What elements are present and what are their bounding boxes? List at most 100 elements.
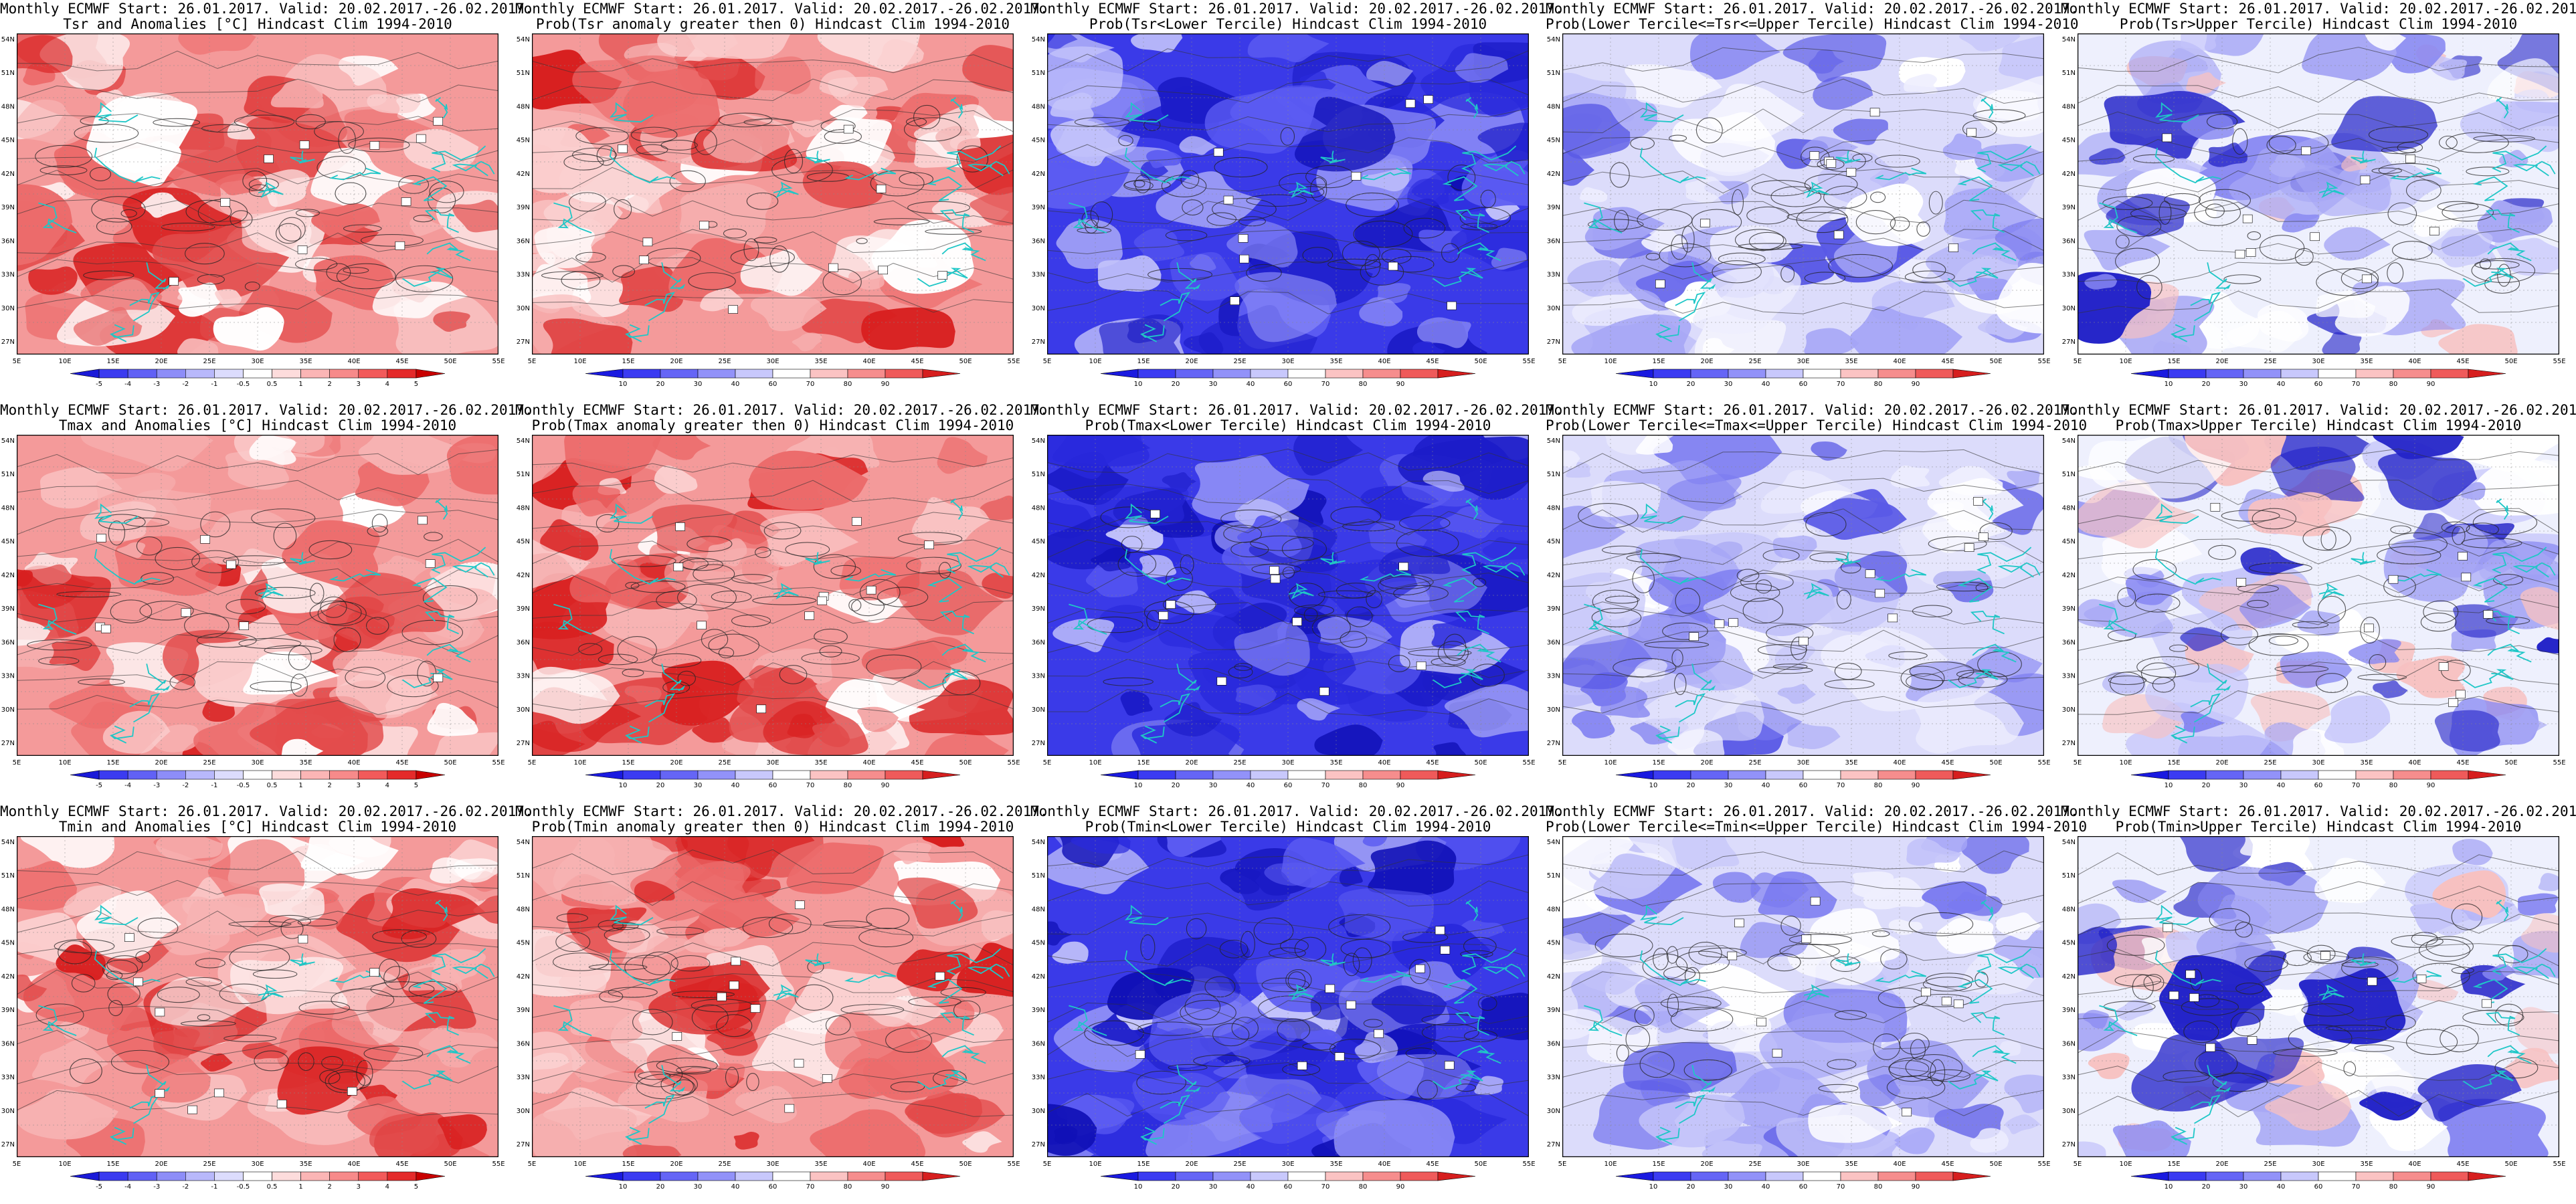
shaded-area xyxy=(1579,187,1608,203)
contour-line xyxy=(1905,1054,1963,1082)
colorbar-label: 30 xyxy=(2239,1183,2248,1191)
contour-line xyxy=(677,583,737,611)
colorbar-swatch xyxy=(2243,369,2282,379)
coastline xyxy=(2351,552,2376,565)
lon-tick-label: 25E xyxy=(1233,358,1246,365)
colorbar-label: 10 xyxy=(619,1183,628,1191)
shaded-area xyxy=(909,679,1014,736)
shaded-area xyxy=(1491,247,1527,270)
coastline xyxy=(1640,904,1684,926)
colorbar-label: 40 xyxy=(2277,1183,2286,1191)
contour-line xyxy=(2195,1049,2238,1078)
shaded-area xyxy=(1693,263,1801,334)
shaded-area xyxy=(1562,450,1580,469)
isotherm-line xyxy=(532,973,1014,994)
shaded-area xyxy=(2084,274,2118,290)
lon-tick-label: 5E xyxy=(13,1161,21,1168)
coastline xyxy=(258,984,284,1001)
colorbar-swatch xyxy=(2318,369,2357,379)
colorbar-label: 80 xyxy=(1359,782,1368,789)
lat-tick-label: 42N xyxy=(1032,171,1045,178)
panel-title-line2: Prob(Tmax<Lower Tercile) Hindcast Clim 1… xyxy=(1085,417,1491,433)
lon-tick-label: 10E xyxy=(1604,358,1617,365)
coastline xyxy=(941,1045,986,1064)
contour-line xyxy=(1193,1054,1251,1068)
contour-line xyxy=(1330,506,1382,526)
contour-line xyxy=(1742,597,1784,624)
contour-line xyxy=(1143,118,1161,131)
colorbar-label: 4 xyxy=(385,381,389,388)
shaded-area xyxy=(905,1093,983,1134)
colorbar-label: 10 xyxy=(1134,782,1143,789)
lon-tick-label: 50E xyxy=(444,759,456,767)
colorbar-swatch xyxy=(2168,1171,2207,1181)
shaded-area xyxy=(1689,33,1781,80)
shaded-area xyxy=(980,495,1014,520)
contour-line xyxy=(326,263,351,282)
shaded-area xyxy=(735,1086,798,1124)
coastline xyxy=(2472,577,2508,603)
lon-tick-label: 55E xyxy=(1007,759,1020,767)
colorbar-label: 60 xyxy=(1799,1183,1808,1191)
contour-line xyxy=(634,1061,683,1088)
colorbar-label: 80 xyxy=(2389,381,2398,388)
colorbar-swatch xyxy=(1212,770,1251,780)
coastline xyxy=(1976,948,2032,975)
contour-line xyxy=(74,124,139,143)
shaded-area xyxy=(446,435,498,495)
lat-tick-label: 30N xyxy=(517,305,530,312)
shaded-area xyxy=(1366,61,1414,86)
contour-line xyxy=(1834,1010,1867,1020)
shaded-area xyxy=(178,33,256,55)
shaded-area xyxy=(749,450,868,510)
isotherm-line xyxy=(1562,850,2044,876)
colorbar-label: 80 xyxy=(1874,1183,1883,1191)
lat-tick-label: 33N xyxy=(2062,1074,2076,1082)
isotherm-line xyxy=(1562,47,2044,72)
colorbar-label: 70 xyxy=(806,782,815,789)
colorbar-swatch xyxy=(243,1171,272,1181)
lat-tick-label: 48N xyxy=(1547,103,1560,110)
contour-line xyxy=(1253,917,1294,945)
contour-line xyxy=(2247,231,2262,241)
shaded-area xyxy=(2240,836,2289,857)
lat-tick-label: 27N xyxy=(517,740,530,747)
lon-tick-label: 50E xyxy=(959,358,972,365)
shaded-area xyxy=(2427,56,2468,81)
shaded-area xyxy=(916,636,968,669)
contour-line xyxy=(2320,528,2336,550)
coastline xyxy=(38,603,77,635)
shaded-area xyxy=(1808,1104,1903,1143)
shaded-area xyxy=(532,720,585,756)
coastline xyxy=(2207,262,2231,290)
lon-tick-label: 15E xyxy=(1137,759,1149,767)
contour-line xyxy=(2136,656,2199,678)
lat-tick-label: 51N xyxy=(1,70,15,77)
shaded-area xyxy=(1590,480,1661,517)
contour-line xyxy=(39,165,88,176)
lon-tick-label: 20E xyxy=(1185,759,1198,767)
contour-line xyxy=(1644,641,1710,649)
coastline xyxy=(1981,900,1994,921)
coastline xyxy=(939,1012,974,1036)
shaded-area xyxy=(759,512,859,567)
lat-tick-label: 45N xyxy=(2062,940,2076,947)
colorbar-label: 10 xyxy=(1134,1183,1143,1191)
isotherm-line xyxy=(17,232,498,254)
contour-line xyxy=(730,247,796,268)
lat-tick-label: 54N xyxy=(1,839,15,846)
lon-tick-label: 45E xyxy=(1426,759,1439,767)
colorbar-label: 20 xyxy=(2202,782,2211,789)
contour-line xyxy=(1403,217,1446,239)
coastline xyxy=(2318,984,2344,1001)
contour-line xyxy=(248,177,279,191)
colorbar-label: 40 xyxy=(2277,782,2286,789)
contour-line xyxy=(2360,617,2380,644)
lat-tick-label: 36N xyxy=(1032,1040,1045,1047)
contour-line xyxy=(1683,1059,1732,1082)
lon-tick-label: 45E xyxy=(2456,1161,2469,1168)
lat-tick-label: 36N xyxy=(1032,237,1045,245)
colorbar-label: 40 xyxy=(1247,1183,1255,1191)
shaded-area xyxy=(177,338,219,355)
